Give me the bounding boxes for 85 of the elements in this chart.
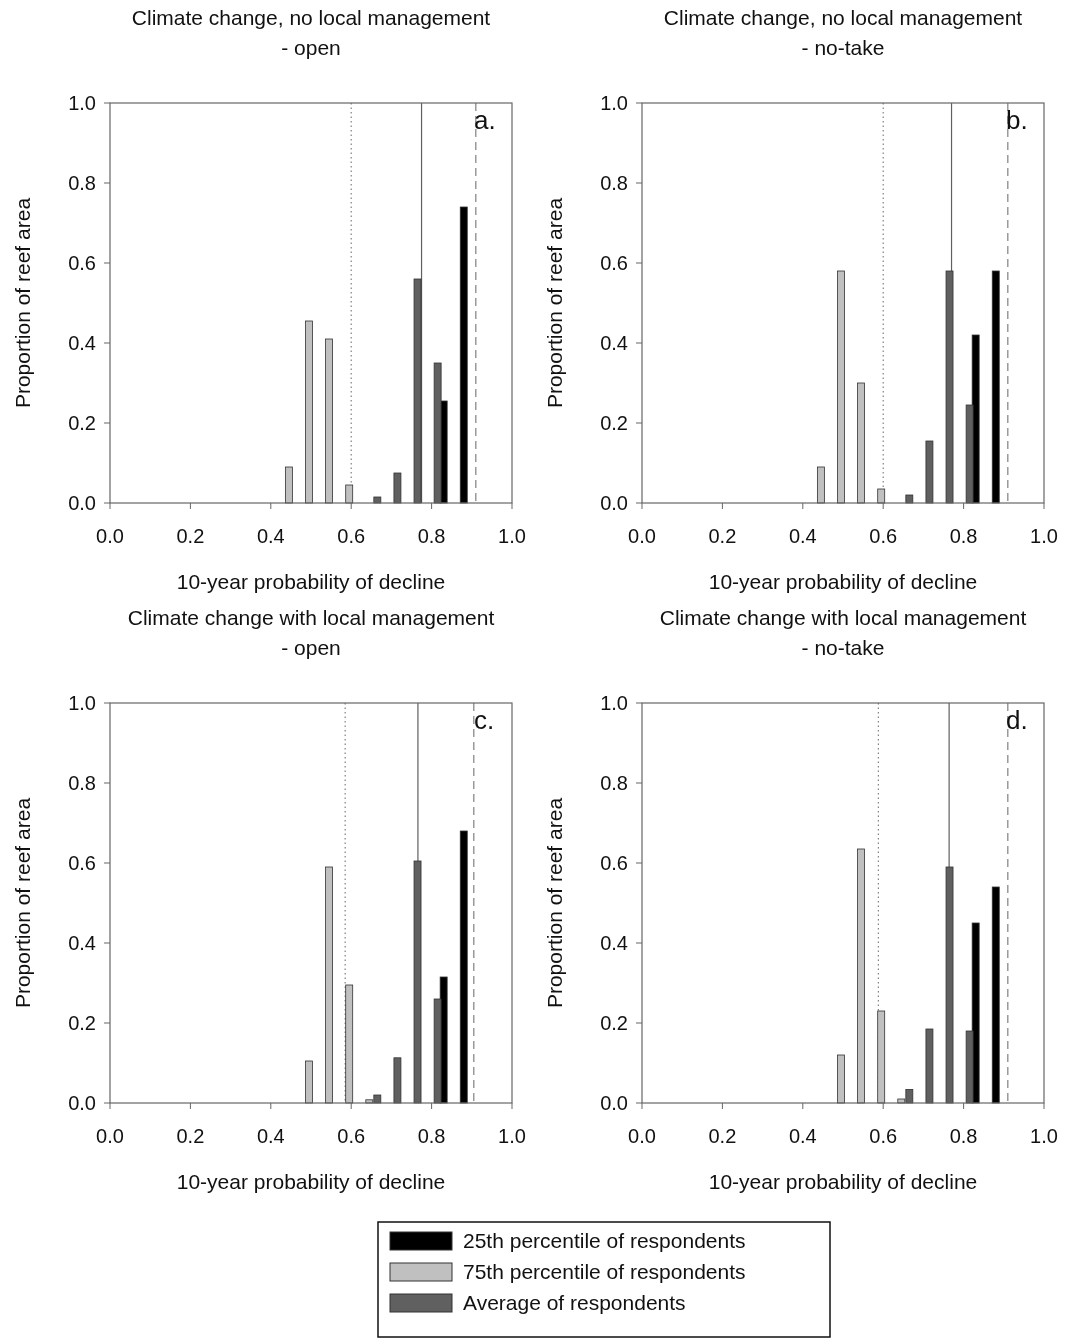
annotation: b.	[1006, 105, 1028, 135]
annotation: c.	[474, 705, 495, 735]
x-tick-label: 0.2	[708, 525, 737, 547]
x-axis-title: 10-year probability of decline	[708, 1170, 978, 1193]
y-tick-label: 0.6	[68, 852, 96, 874]
x-tick-label: 0.0	[628, 525, 656, 547]
x-tick-label: 0.4	[256, 525, 285, 547]
y-tick-label: 1.0	[68, 692, 96, 714]
y-axis-title: Proportion of reef area	[11, 797, 34, 1009]
y-axis-title: Proportion of reef area	[11, 197, 34, 409]
y-tick-label: 1.0	[68, 92, 96, 114]
y-axis-title: Proportion of reef area	[543, 197, 566, 409]
bar	[459, 206, 468, 504]
y-tick-label: 1.0	[600, 692, 628, 714]
x-tick-label: 0.6	[337, 525, 366, 547]
x-tick-label: 0.2	[176, 525, 205, 547]
x-tick-label: 1.0	[498, 525, 526, 547]
y-tick-label: 0.6	[600, 852, 628, 874]
x-tick-label: 1.0	[1030, 1125, 1058, 1147]
annotation: a.	[474, 105, 496, 135]
bar	[991, 886, 1000, 1104]
y-tick-label: 0.8	[68, 772, 96, 794]
y-tick-label: 0.4	[68, 932, 96, 954]
bar	[459, 830, 468, 1104]
bar	[877, 1010, 886, 1104]
y-tick-label: 0.0	[600, 492, 628, 514]
x-tick-label: 0.4	[788, 525, 817, 547]
y-tick-label: 0.8	[68, 172, 96, 194]
legend-label: 25th percentile of respondents	[463, 1229, 746, 1252]
x-tick-label: 1.0	[1030, 525, 1058, 547]
bar	[837, 270, 845, 504]
y-tick-label: 0.4	[600, 332, 628, 354]
y-tick-label: 0.2	[600, 1012, 628, 1034]
bar	[325, 338, 333, 504]
y-tick-label: 0.0	[68, 492, 96, 514]
y-axis-title: Proportion of reef area	[543, 797, 566, 1009]
x-tick-label: 0.4	[788, 1125, 817, 1147]
y-tick-label: 0.0	[68, 1092, 96, 1114]
bar	[877, 488, 886, 504]
y-tick-label: 0.4	[600, 932, 628, 954]
bar	[991, 270, 1000, 504]
chart-title: Climate change, no local management - no-take	[663, 6, 1023, 59]
bar	[284, 466, 293, 504]
bar	[857, 382, 865, 504]
x-tick-label: 0.8	[417, 525, 446, 547]
annotation: d.	[1006, 705, 1028, 735]
x-tick-label: 0.8	[949, 525, 978, 547]
x-tick-label: 0.6	[869, 1125, 898, 1147]
legend-label: Average of respondents	[463, 1291, 686, 1314]
chart-title: Climate change, no local management - open	[131, 6, 491, 59]
x-tick-label: 0.2	[708, 1125, 737, 1147]
bar	[857, 848, 865, 1104]
x-tick-label: 0.4	[256, 1125, 285, 1147]
y-tick-label: 0.2	[600, 412, 628, 434]
chart-title: Climate change with local management - open	[127, 606, 495, 659]
y-tick-label: 0.2	[68, 1012, 96, 1034]
x-tick-label: 0.0	[96, 1125, 124, 1147]
y-tick-label: 0.8	[600, 172, 628, 194]
x-tick-label: 0.8	[949, 1125, 978, 1147]
y-tick-label: 0.6	[600, 252, 628, 274]
x-tick-label: 1.0	[498, 1125, 526, 1147]
x-tick-label: 0.6	[337, 1125, 366, 1147]
y-tick-label: 0.4	[68, 332, 96, 354]
x-tick-label: 0.0	[96, 525, 124, 547]
legend-label: 75th percentile of respondents	[463, 1260, 746, 1283]
chart-title: Climate change with local management - no-take	[659, 606, 1027, 659]
y-tick-label: 0.8	[600, 772, 628, 794]
x-axis-title: 10-year probability of decline	[708, 570, 978, 593]
bar	[345, 984, 354, 1104]
y-tick-label: 0.6	[68, 252, 96, 274]
y-tick-label: 1.0	[600, 92, 628, 114]
y-tick-label: 0.2	[68, 412, 96, 434]
bar	[837, 1054, 845, 1104]
bar	[305, 320, 313, 504]
bar	[816, 466, 825, 504]
x-tick-label: 0.8	[417, 1125, 446, 1147]
x-tick-label: 0.6	[869, 525, 898, 547]
bar	[305, 1060, 313, 1104]
bar	[325, 866, 333, 1104]
x-axis-title: 10-year probability of decline	[176, 1170, 446, 1193]
x-tick-label: 0.0	[628, 1125, 656, 1147]
y-tick-label: 0.0	[600, 1092, 628, 1114]
bar	[345, 484, 354, 504]
x-axis-title: 10-year probability of decline	[176, 570, 446, 593]
x-tick-label: 0.2	[176, 1125, 205, 1147]
